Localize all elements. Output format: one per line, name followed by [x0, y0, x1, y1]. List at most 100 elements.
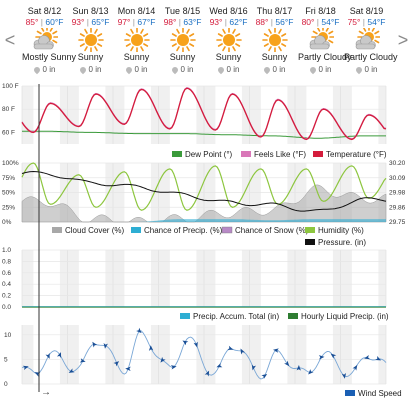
day-condition: Partly Cloudy: [344, 52, 398, 62]
previous-days-button[interactable]: <: [4, 30, 16, 50]
wind-direction-arrow: [125, 366, 131, 371]
temperature-line[interactable]: [21, 87, 387, 141]
legend-swatch: [305, 239, 315, 245]
axis-tick-label: 60 F: [2, 129, 15, 136]
humidity-pressure-chart[interactable]: 100% 30.20 75% 30.09 50% 29.98 25% 29.86 0% 29.75: [2, 160, 406, 226]
day-precip: 0 in: [344, 65, 389, 75]
day-date: Sun 8/13: [72, 6, 109, 16]
day-column[interactable]: Wed 8/16 93° | 62°F Sunny 0 in: [206, 4, 251, 86]
legend-label[interactable]: Chance of Precip. (%): [144, 226, 223, 235]
night-band: [378, 86, 386, 144]
night-band: [287, 325, 295, 384]
dew-point-line[interactable]: [22, 130, 386, 139]
day-low: 54°F: [321, 17, 340, 27]
night-band: [204, 250, 216, 307]
cloud-cover-area[interactable]: [21, 184, 387, 223]
axis-tick-label: 1.0: [2, 247, 11, 254]
night-band: [67, 86, 79, 144]
sun-rays: [123, 28, 150, 52]
night-band: [22, 325, 34, 384]
day-high: 85°: [25, 17, 39, 27]
wind-direction-arrow: [136, 327, 142, 334]
legend-label[interactable]: Cloud Cover (%): [65, 226, 124, 235]
day-low: 67°F: [137, 17, 156, 27]
sun-rays: [77, 28, 104, 52]
day-precip: 0 in: [298, 65, 343, 75]
axis-tick-label: 29.75: [389, 219, 406, 226]
night-band: [332, 86, 341, 144]
legend-label[interactable]: Pressure. (in): [318, 238, 366, 247]
partly-sunny-icon: [33, 28, 58, 50]
day-column[interactable]: Sat 8/12 85° | 60°F Mostly Sunny 0 in: [22, 6, 77, 75]
night-band: [59, 250, 68, 307]
night-band: [249, 86, 261, 144]
chance-precip-area[interactable]: [22, 219, 386, 222]
night-band: [332, 325, 341, 384]
legend-swatch: [172, 151, 182, 157]
night-band: [150, 250, 159, 307]
sun-icon: [77, 28, 104, 52]
axis-tick-label: 0.2: [2, 293, 11, 300]
wind-chart[interactable]: 10 5 0: [4, 325, 387, 388]
day-date: Wed 8/16: [209, 6, 248, 16]
day-condition: Partly Cloudy: [298, 52, 352, 62]
wind-direction-arrow: [182, 340, 189, 346]
day-column[interactable]: Mon 8/14 97° | 67°F Sunny 0 in: [114, 4, 159, 86]
wind-direction-arrow: [204, 370, 210, 377]
day-date: Sat 8/12: [27, 6, 62, 16]
legend-label[interactable]: Hourly Liquid Precip. (in): [301, 312, 389, 321]
day-low: 63°F: [183, 17, 202, 27]
day-high: 98°: [163, 17, 177, 27]
day-column[interactable]: Tue 8/15 98° | 63°F Sunny 0 in: [160, 4, 205, 86]
wind-legend: Wind Speed: [345, 389, 402, 398]
scroll-right-arrow-icon[interactable]: →: [41, 387, 51, 398]
day-condition: Mostly Sunny: [22, 52, 77, 62]
night-band: [196, 250, 204, 307]
axis-tick-label: 0: [4, 381, 8, 388]
legend-swatch: [313, 151, 323, 157]
day-precip: 0 in: [252, 65, 297, 75]
sun-icon: [123, 28, 150, 52]
day-column[interactable]: Sat 8/19 75° | 54°F Partly Cloudy 0 in: [344, 6, 398, 75]
temperature-chart[interactable]: 100 F 80 F 60 F: [2, 83, 387, 144]
legend-label[interactable]: Dew Point (°): [185, 150, 233, 159]
legend-label[interactable]: Chance of Snow (%): [235, 226, 309, 235]
day-column[interactable]: Fri 8/18 80° | 54°F Partly Cloudy 0 in: [298, 6, 352, 75]
night-band: [204, 86, 216, 144]
humidity-line[interactable]: [21, 162, 387, 211]
day-date: Thu 8/17: [256, 6, 293, 16]
night-band: [158, 325, 170, 384]
legend-label[interactable]: Temperature (°F): [326, 150, 387, 159]
partly-cloudy-icon: [309, 28, 334, 50]
night-band: [59, 86, 68, 144]
axis-tick-label: 0.6: [2, 270, 11, 277]
day-column[interactable]: Sun 8/13 93° | 65°F Sunny 0 in: [68, 4, 113, 86]
wind-direction-arrow: [216, 363, 223, 368]
precipitation-chart[interactable]: 1.0 0.8 0.6 0.4 0.2 0.0: [2, 247, 387, 311]
night-band: [196, 86, 204, 144]
legend-label[interactable]: Feels Like (°F): [254, 150, 306, 159]
sun-icon: [261, 28, 288, 52]
day-column[interactable]: Thu 8/17 88° | 56°F Sunny 0 in: [252, 4, 297, 86]
day-precip: 0 in: [206, 65, 251, 75]
wind-direction-arrow: [160, 356, 166, 363]
pressure-line[interactable]: [21, 170, 387, 212]
day-low: 56°F: [275, 17, 294, 27]
legend-swatch: [305, 227, 315, 233]
night-band: [105, 325, 113, 384]
legend-label[interactable]: Humidity (%): [318, 226, 364, 235]
wind-direction-arrow: [227, 345, 234, 350]
cloud-shape: [309, 35, 330, 50]
axis-tick-label: 80 F: [2, 106, 15, 113]
wind-direction-arrow: [56, 352, 62, 359]
wind-direction-arrow: [193, 341, 198, 348]
legend-label[interactable]: Precip. Accum. Total (in): [193, 312, 279, 321]
wind-direction-arrow: [148, 345, 154, 351]
axis-tick-label: 100 F: [2, 83, 19, 90]
legend-label[interactable]: Wind Speed: [358, 389, 402, 398]
axis-tick-label: 30.20: [389, 160, 406, 167]
night-band: [67, 250, 79, 307]
axis-tick-label: 25%: [2, 204, 15, 211]
next-days-button[interactable]: >: [397, 30, 409, 50]
